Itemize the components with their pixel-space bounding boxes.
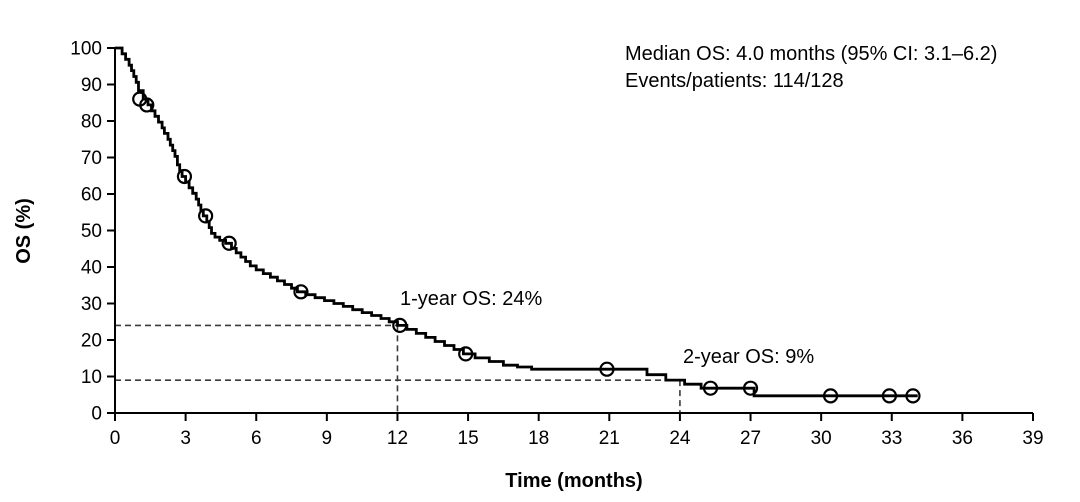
censor-mark [458,346,474,362]
y-tick-label: 10 [81,367,102,388]
censor-mark [702,380,719,396]
x-tick-label: 24 [669,428,691,449]
censor-marks-layer [132,91,921,404]
km-curve-layer [115,46,918,398]
y-tick-label: 20 [81,331,102,352]
km-curve [115,46,918,398]
censor-mark [293,284,309,300]
y-tick-label: 60 [81,185,102,206]
x-tick-label: 9 [322,428,333,449]
y-tick-label: 50 [81,221,102,242]
censor-mark [822,388,839,404]
reference-lines-layer [115,324,681,413]
events-patients-annotation: Events/patients: 114/128 [625,70,844,92]
censor-mark [198,208,214,224]
y-tick-label: 70 [81,148,102,169]
censor-mark [139,97,155,113]
y-axis-title: OS (%) [13,198,35,264]
median-os-annotation: Median OS: 4.0 months (95% CI: 3.1–6.2) [625,43,997,65]
censor-mark [742,380,759,396]
x-tick-label: 30 [811,428,832,449]
x-tick-label: 21 [599,428,620,449]
x-tick-label: 27 [740,428,761,449]
x-tick-label: 39 [1022,428,1043,449]
censor-mark [881,388,898,404]
x-tick-label: 3 [180,428,191,449]
censor-mark [599,361,615,377]
x-tick-label: 36 [952,428,973,449]
one-year-os-annotation: 1-year OS: 24% [400,288,543,310]
x-tick-label: 6 [251,428,262,449]
x-tick-label: 33 [881,428,902,449]
x-tick-label: 15 [458,428,479,449]
y-tick-label: 80 [81,112,102,133]
y-tick-label: 100 [70,39,102,60]
y-tick-label: 0 [91,404,102,425]
x-tick-label: 12 [387,428,408,449]
censor-mark [176,168,193,185]
censor-mark [392,317,408,333]
censor-mark [905,388,921,404]
y-tick-label: 40 [81,258,102,279]
two-year-os-annotation: 2-year OS: 9% [683,346,814,368]
y-tick-label: 90 [81,75,102,96]
x-tick-label: 0 [110,428,121,449]
y-tick-label: 30 [81,294,102,315]
x-tick-label: 18 [528,428,549,449]
censor-mark [221,235,237,251]
x-axis-title: Time (months) [505,470,642,492]
